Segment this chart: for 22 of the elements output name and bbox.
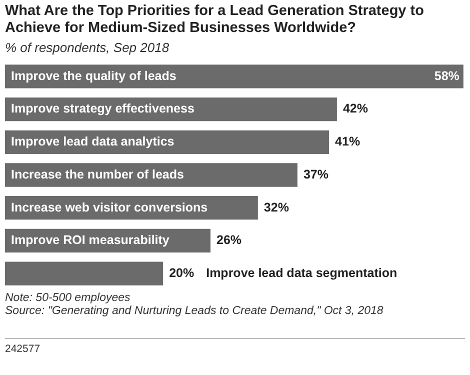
y-tick-label: Improve lead data analytics: [11, 134, 174, 149]
y-tick-label: Increase the number of leads: [11, 167, 184, 182]
data-label: 26%: [216, 233, 242, 248]
bar: [5, 262, 164, 286]
text: 242577: [5, 343, 40, 355]
data-label: 58%: [434, 68, 460, 83]
bar: [5, 163, 298, 187]
data-label: 42%: [342, 102, 368, 116]
y-tick-label: Increase web visitor conversions: [11, 200, 208, 214]
source-note: Source: "Generating and Nurturing Leads to Create Demand," Oct 3, 2018: [5, 305, 384, 317]
data-label: 41%: [335, 134, 360, 149]
data-label: 20%: [169, 266, 194, 280]
bar: [5, 64, 464, 88]
data-label: 32%: [264, 200, 289, 214]
chart-title: What Are the Top Priorities for a Lead Generation Strategy to Achieve for Medium-Sized Businesses Worldwide?: [5, 3, 425, 37]
y-tick-label: Improve ROI measurability: [11, 233, 170, 248]
y-tick-label: Improve lead data segmentation: [206, 266, 398, 280]
chart-subtitle: % of respondents, Sep 2018: [5, 40, 170, 55]
text: Note: 50-500 employees: [5, 292, 130, 304]
data-label: 37%: [303, 167, 328, 182]
y-tick-label: Improve the quality of leads: [11, 68, 176, 83]
y-tick-label: Improve strategy effectiveness: [11, 102, 194, 116]
